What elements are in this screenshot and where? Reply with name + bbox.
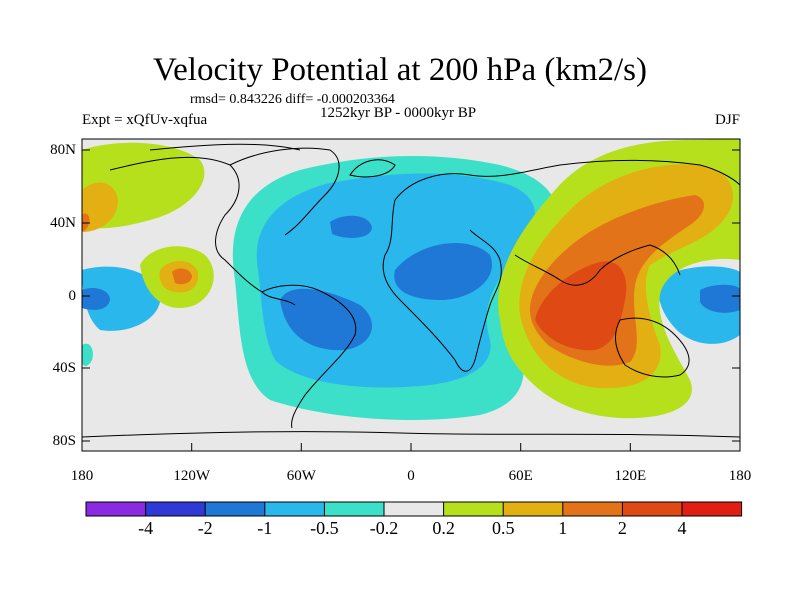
colorbar-label: -1	[257, 518, 273, 538]
plot-title: Velocity Potential at 200 hPa (km2/s)	[152, 52, 648, 88]
colorbar-swatch	[324, 502, 384, 516]
colorbar-label: 1	[558, 518, 568, 538]
colorbar-swatch	[205, 502, 265, 516]
contour-pos-2	[535, 261, 627, 351]
map-field	[82, 139, 740, 451]
lon-label-120w: 120W	[173, 468, 211, 484]
colorbar-swatch	[86, 502, 146, 516]
lat-label-80n: 80N	[50, 142, 76, 158]
colorbar-swatch	[384, 502, 444, 516]
lon-label-0: 0	[407, 468, 415, 484]
contour-neg-1b	[394, 243, 492, 300]
stats-line: rmsd= 0.843226 diff= -0.000203364	[190, 92, 395, 107]
lon-label-60e: 60E	[508, 468, 533, 484]
contour-pos-npac3	[82, 213, 90, 232]
contour-pos-tpac3	[172, 268, 192, 285]
contour-neg-small	[82, 343, 93, 366]
colorbar	[85, 501, 743, 517]
colorbar-label: -0.5	[310, 518, 339, 538]
colorbar-label: -0.2	[369, 518, 399, 538]
season-label: DJF	[714, 112, 740, 128]
colorbar-label: -4	[138, 518, 154, 538]
lon-label-180e: 180	[728, 468, 752, 484]
contour-neg-atl	[330, 215, 372, 238]
axis-ticks	[81, 149, 741, 451]
coastlines	[82, 143, 740, 438]
lon-label-60w: 60W	[286, 468, 316, 484]
colorbar-label: 4	[677, 518, 687, 538]
period-label: 1252kyr BP - 0000kyr BP	[320, 105, 477, 121]
colorbar-swatch	[145, 502, 206, 516]
experiment-label: Expt = xQfUv-xqfua	[82, 112, 208, 128]
lon-label-180w: 180	[70, 468, 94, 484]
lat-label-40s: 40S	[52, 360, 76, 376]
colorbar-label: 0.2	[432, 518, 455, 538]
contour-pos-npac2	[82, 182, 118, 232]
contour-neg-pace2	[700, 284, 740, 313]
lat-label-40n: 40N	[50, 215, 76, 231]
colorbar-swatch	[503, 502, 563, 516]
colorbar-swatch	[562, 502, 623, 516]
colorbar-swatch	[443, 502, 504, 516]
colorbar-swatch	[264, 502, 325, 516]
lat-label-80s: 80S	[52, 433, 76, 449]
contour-neg-pacw	[82, 266, 161, 331]
colorbar-label: 2	[617, 518, 627, 538]
lon-label-120e: 120E	[614, 468, 647, 484]
contour-neg-pacw2	[82, 288, 110, 310]
colorbar-swatch	[682, 502, 742, 516]
lat-label-eq: 0	[68, 288, 77, 304]
contour-neg-1	[280, 288, 372, 351]
colorbar-label: -2	[197, 518, 213, 538]
colorbar-swatch	[622, 502, 682, 516]
colorbar-label: 0.5	[491, 518, 515, 538]
